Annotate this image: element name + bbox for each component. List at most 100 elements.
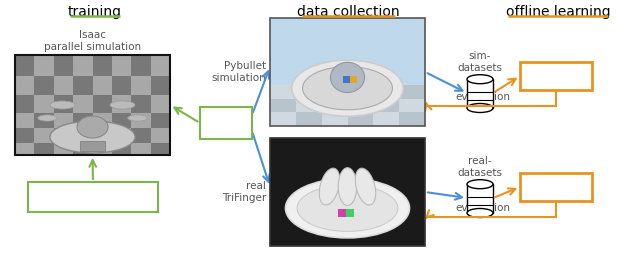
Bar xyxy=(343,76,350,83)
Ellipse shape xyxy=(38,115,57,121)
Bar xyxy=(112,95,131,113)
Bar xyxy=(270,138,425,246)
Bar xyxy=(131,55,150,76)
Bar xyxy=(350,76,357,83)
Ellipse shape xyxy=(50,101,75,109)
Bar xyxy=(93,55,112,76)
Ellipse shape xyxy=(292,60,403,116)
Bar xyxy=(322,99,348,112)
Bar xyxy=(322,112,348,126)
Bar xyxy=(131,128,150,142)
Bar xyxy=(131,95,150,113)
Ellipse shape xyxy=(303,67,392,110)
Bar xyxy=(296,85,322,99)
Bar xyxy=(373,85,399,99)
Bar xyxy=(15,76,35,95)
Text: Isaac
parallel simulation: Isaac parallel simulation xyxy=(44,30,141,52)
Bar xyxy=(270,18,425,126)
Bar xyxy=(348,85,373,99)
Ellipse shape xyxy=(128,115,147,121)
Bar xyxy=(35,128,54,142)
Bar xyxy=(15,55,170,155)
Text: domain
randomization: domain randomization xyxy=(55,186,131,208)
Bar xyxy=(54,76,73,95)
Bar xyxy=(93,76,112,95)
Text: training: training xyxy=(68,5,122,19)
Ellipse shape xyxy=(355,168,376,205)
Ellipse shape xyxy=(110,101,135,109)
Text: Pybullet
simulation: Pybullet simulation xyxy=(211,61,266,83)
Bar xyxy=(112,76,131,95)
Bar xyxy=(520,173,592,201)
Bar xyxy=(15,142,35,155)
Bar xyxy=(35,76,54,95)
Bar xyxy=(15,128,35,142)
Bar xyxy=(15,55,35,76)
Ellipse shape xyxy=(467,209,493,218)
Bar xyxy=(399,99,425,112)
Text: offline learning: offline learning xyxy=(506,5,611,19)
Bar xyxy=(296,112,322,126)
Bar xyxy=(28,182,158,212)
Bar xyxy=(150,55,170,76)
Bar xyxy=(73,95,93,113)
Text: real
TriFinger: real TriFinger xyxy=(221,181,266,203)
Text: evaluation: evaluation xyxy=(455,92,510,102)
Text: data collection: data collection xyxy=(297,5,399,19)
Bar xyxy=(112,142,131,155)
Ellipse shape xyxy=(319,168,340,205)
Text: PPO: PPO xyxy=(214,116,239,129)
Bar xyxy=(54,128,73,142)
Text: offline RL: offline RL xyxy=(529,180,584,193)
Bar xyxy=(73,113,93,128)
Bar xyxy=(270,138,425,246)
Bar xyxy=(467,79,493,108)
Bar xyxy=(112,113,131,128)
Bar xyxy=(73,128,93,142)
Bar xyxy=(338,209,346,217)
Bar xyxy=(112,128,131,142)
Bar xyxy=(93,142,112,155)
Bar xyxy=(15,113,35,128)
Bar xyxy=(373,112,399,126)
Bar xyxy=(54,55,73,76)
Bar xyxy=(348,99,373,112)
Bar xyxy=(150,95,170,113)
Ellipse shape xyxy=(285,179,410,238)
Text: sim-
datasets: sim- datasets xyxy=(458,51,502,73)
Bar xyxy=(296,99,322,112)
Bar xyxy=(131,113,150,128)
Bar xyxy=(270,18,425,126)
Bar xyxy=(93,128,112,142)
Ellipse shape xyxy=(77,116,108,138)
Text: real-
datasets: real- datasets xyxy=(458,157,502,178)
Bar xyxy=(73,76,93,95)
Bar xyxy=(150,142,170,155)
Bar xyxy=(54,95,73,113)
Bar xyxy=(54,142,73,155)
Bar xyxy=(270,99,296,112)
Ellipse shape xyxy=(50,121,135,153)
Bar xyxy=(467,184,493,213)
Bar xyxy=(270,112,296,126)
Bar xyxy=(150,113,170,128)
Bar xyxy=(93,113,112,128)
Bar xyxy=(150,128,170,142)
Bar xyxy=(399,85,425,99)
Bar xyxy=(80,141,105,151)
Bar xyxy=(93,95,112,113)
Ellipse shape xyxy=(330,62,365,93)
Bar xyxy=(200,107,252,139)
Bar xyxy=(270,85,296,99)
Bar xyxy=(348,112,373,126)
Bar xyxy=(131,76,150,95)
Bar xyxy=(112,55,131,76)
Ellipse shape xyxy=(297,185,398,231)
Bar xyxy=(54,113,73,128)
Ellipse shape xyxy=(467,103,493,113)
Bar xyxy=(35,113,54,128)
Ellipse shape xyxy=(467,75,493,84)
Bar xyxy=(373,99,399,112)
Bar xyxy=(35,95,54,113)
Bar xyxy=(35,55,54,76)
